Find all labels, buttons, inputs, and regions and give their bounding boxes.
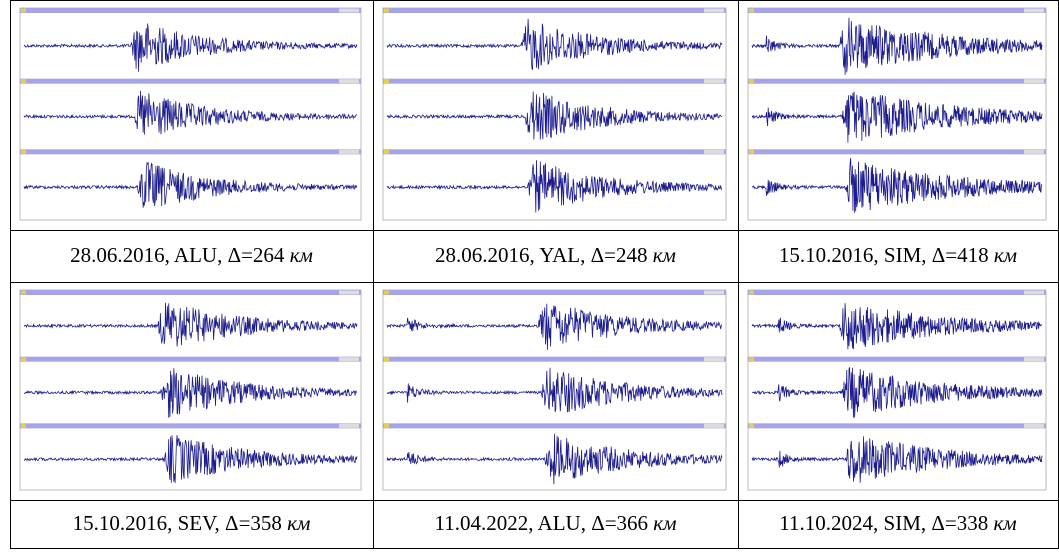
caption-label: 15.10.2016, SEV, Δ=358 (73, 511, 282, 535)
caption-label: 15.10.2016, SIM, Δ=418 (779, 243, 989, 267)
trace-header-icon (384, 9, 389, 13)
trace-header-icon (704, 291, 724, 295)
trace-header (748, 357, 1046, 362)
trace-header (383, 290, 726, 295)
trace-header-icon (704, 79, 724, 83)
trace-header-icon (384, 150, 389, 154)
trace-header-icon (384, 79, 389, 83)
trace-header (748, 149, 1046, 154)
trace-header-icon (749, 150, 754, 154)
trace-header (748, 423, 1046, 428)
trace-header-icon (704, 357, 724, 361)
trace-header-icon (1024, 424, 1044, 428)
trace-header (383, 357, 726, 362)
trace-header-icon (1024, 150, 1044, 154)
caption-label: 28.06.2016, ALU, Δ=264 (70, 243, 285, 267)
trace-header (383, 8, 726, 13)
trace-header-icon (704, 9, 724, 13)
trace-header-icon (1024, 9, 1044, 13)
seismogram-panel (748, 290, 1046, 490)
trace-header (748, 8, 1046, 13)
trace-header-icon (1024, 79, 1044, 83)
caption: 11.10.2024, SIM, Δ=338 км (779, 511, 1016, 535)
trace-header-icon (339, 79, 359, 83)
trace-header-icon (21, 150, 26, 154)
trace-header-icon (339, 9, 359, 13)
seismogram-panel (383, 290, 726, 490)
caption-unit: км (994, 243, 1017, 267)
trace-header-icon (384, 357, 389, 361)
trace-header (383, 79, 726, 84)
caption-label: 11.10.2024, SIM, Δ=338 (779, 511, 988, 535)
caption-label: 28.06.2016, YAL, Δ=248 (435, 243, 647, 267)
caption: 11.04.2022, ALU, Δ=366 км (434, 511, 676, 535)
trace-header-icon (384, 424, 389, 428)
caption-unit: км (993, 511, 1016, 535)
trace-header-icon (749, 9, 754, 13)
trace-header-icon (339, 291, 359, 295)
trace-header-icon (704, 424, 724, 428)
trace-header (20, 8, 361, 13)
trace-header-icon (21, 9, 26, 13)
caption: 28.06.2016, ALU, Δ=264 км (70, 243, 313, 267)
seismogram-panel (383, 8, 726, 220)
figure-table: 28.06.2016, ALU, Δ=264 км28.06.2016, YAL… (0, 0, 1059, 555)
trace-header-icon (339, 424, 359, 428)
trace-header-icon (339, 150, 359, 154)
caption: 28.06.2016, YAL, Δ=248 км (435, 243, 676, 267)
caption: 15.10.2016, SEV, Δ=358 км (73, 511, 311, 535)
trace-header-icon (21, 357, 26, 361)
trace-header (20, 290, 361, 295)
trace-header (20, 79, 361, 84)
trace-header (20, 357, 361, 362)
trace-header-icon (1024, 291, 1044, 295)
caption-unit: км (653, 243, 676, 267)
caption-label: 11.04.2022, ALU, Δ=366 (434, 511, 648, 535)
caption-unit: км (290, 243, 313, 267)
trace-header-icon (21, 424, 26, 428)
trace-header (20, 149, 361, 154)
caption: 15.10.2016, SIM, Δ=418 км (779, 243, 1017, 267)
seismogram-panel (20, 8, 361, 220)
trace-header (748, 290, 1046, 295)
trace-header-icon (704, 150, 724, 154)
trace-header-icon (339, 357, 359, 361)
trace-header-icon (749, 79, 754, 83)
trace-header-icon (749, 291, 754, 295)
trace-header-icon (21, 79, 26, 83)
trace-header (383, 149, 726, 154)
trace-header-icon (384, 291, 389, 295)
seismogram-panel (748, 8, 1046, 220)
caption-unit: км (653, 511, 676, 535)
trace-header (383, 423, 726, 428)
seismogram-panel (20, 290, 361, 490)
trace-header-icon (21, 291, 26, 295)
trace-header-icon (749, 424, 754, 428)
trace-header-icon (749, 357, 754, 361)
trace-header-icon (1024, 357, 1044, 361)
trace-header (748, 79, 1046, 84)
caption-unit: км (287, 511, 310, 535)
trace-header (20, 423, 361, 428)
